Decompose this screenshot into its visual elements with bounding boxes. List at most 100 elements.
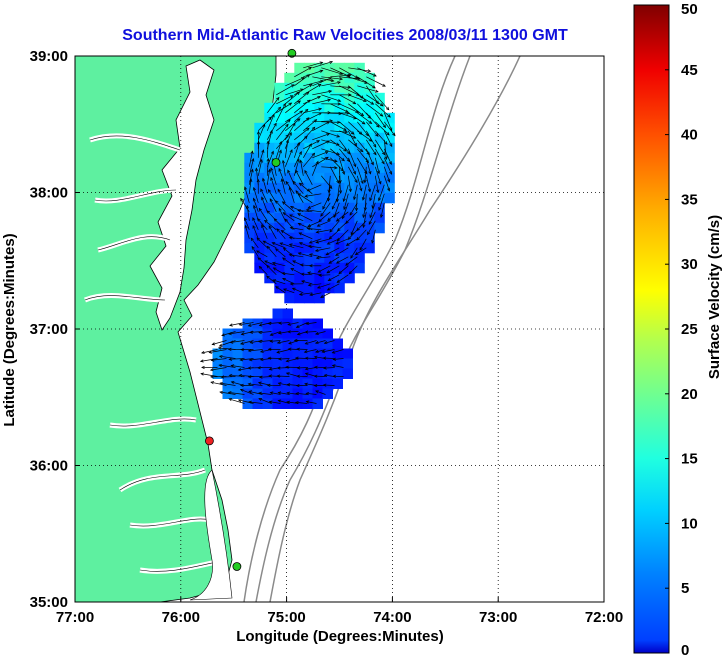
velocity-arrow <box>228 331 245 335</box>
velocity-cell <box>282 378 293 389</box>
velocity-cell <box>262 348 273 359</box>
velocity-cell <box>384 172 395 184</box>
velocity-arrow <box>347 130 357 147</box>
velocity-arrow <box>306 392 317 395</box>
velocity-cell <box>344 222 355 234</box>
velocity-arrow-head <box>238 322 243 327</box>
velocity-cell <box>364 202 375 214</box>
velocity-arrow <box>327 211 340 221</box>
velocity-arrow-head <box>281 271 286 276</box>
velocity-cell <box>274 262 285 274</box>
velocity-arrow <box>312 99 331 105</box>
velocity-arrow <box>257 149 264 167</box>
velocity-cell <box>374 152 385 164</box>
velocity-cell <box>322 368 333 379</box>
velocity-arrow <box>330 139 347 152</box>
velocity-arrow-head <box>289 282 294 286</box>
velocity-cell <box>232 348 243 359</box>
velocity-arrow-head <box>201 365 205 370</box>
velocity-cell <box>354 162 365 174</box>
velocity-arrow-head <box>337 81 341 85</box>
velocity-arrow <box>210 367 227 371</box>
velocity-arrow-head <box>373 151 377 156</box>
velocity-arrow <box>212 340 227 345</box>
velocity-arrow-head <box>311 152 316 157</box>
velocity-arrow <box>282 160 286 176</box>
station-markers <box>204 48 297 571</box>
velocity-arrow-head <box>285 180 289 185</box>
velocity-arrow <box>286 358 299 362</box>
velocity-cell <box>324 262 335 274</box>
velocity-arrow <box>219 391 236 395</box>
velocity-cell <box>322 348 333 359</box>
colorbar-tick-label: 10 <box>681 515 698 532</box>
velocity-arrow <box>368 211 376 225</box>
velocity-arrow-head <box>275 200 279 204</box>
river-outline-1 <box>94 189 177 202</box>
velocity-arrow <box>305 340 317 345</box>
velocity-arrow <box>276 119 291 132</box>
velocity-cell <box>364 102 375 114</box>
velocity-arrow <box>258 331 272 334</box>
velocity-arrow-head <box>256 178 260 183</box>
velocity-arrow-head <box>369 197 373 202</box>
velocity-arrow-head <box>356 237 360 241</box>
velocity-arrow <box>330 148 345 161</box>
velocity-cell <box>232 368 243 379</box>
velocity-arrow <box>272 242 286 249</box>
velocity-cell <box>312 348 323 359</box>
velocity-cell <box>364 82 375 94</box>
velocity-arrow-head <box>331 350 336 354</box>
velocity-arrow <box>278 392 290 395</box>
velocity-arrow-head <box>258 391 262 395</box>
velocity-cell <box>294 292 305 304</box>
velocity-cell <box>314 292 325 304</box>
velocity-arrow <box>269 198 277 212</box>
velocity-arrow-head <box>376 189 380 194</box>
velocity-cell <box>304 132 315 144</box>
velocity-arrow-head <box>368 221 372 225</box>
velocity-cell <box>314 122 325 134</box>
velocity-arrow-head <box>281 201 286 205</box>
velocity-arrow <box>307 184 322 192</box>
velocity-arrow-head <box>388 161 392 166</box>
velocity-cell <box>284 142 295 154</box>
velocity-cell <box>304 142 315 154</box>
velocity-arrow-head <box>328 90 333 94</box>
velocity-arrow <box>263 240 277 249</box>
velocity-arrow-head <box>378 207 382 211</box>
velocity-arrow-head <box>344 130 349 134</box>
velocity-arrow-head <box>298 150 302 155</box>
velocity-arrow-head <box>335 260 340 264</box>
velocity-arrow <box>356 229 367 241</box>
velocity-cell <box>334 232 345 244</box>
velocity-arrow-head <box>359 187 363 192</box>
velocity-arrow <box>296 322 308 328</box>
velocity-arrow <box>261 224 268 239</box>
velocity-arrow <box>303 152 315 168</box>
velocity-arrow <box>284 140 289 158</box>
velocity-arrow <box>330 121 347 131</box>
velocity-arrow-head <box>240 332 245 336</box>
velocity-arrow <box>317 265 331 273</box>
velocity-cell <box>344 162 355 174</box>
velocity-arrow-head <box>244 224 248 229</box>
velocity-arrow-head <box>327 217 331 221</box>
velocity-cell <box>294 192 305 204</box>
velocity-arrow-head <box>387 114 391 118</box>
velocity-arrow-head <box>271 113 275 118</box>
velocity-cell <box>292 338 303 349</box>
velocity-arrow <box>248 178 252 194</box>
velocity-arrow <box>356 166 364 184</box>
velocity-arrow-head <box>288 243 293 247</box>
velocity-arrow <box>297 213 313 222</box>
colorbar-tick-label: 5 <box>681 580 689 597</box>
velocity-arrow-head <box>305 91 310 95</box>
velocity-arrow-head <box>258 398 263 402</box>
velocity-arrow-head <box>276 374 281 378</box>
velocity-arrow <box>369 184 376 201</box>
velocity-arrow <box>278 322 290 324</box>
velocity-arrow-head <box>343 206 347 211</box>
velocity-cell <box>292 348 303 359</box>
velocity-cell <box>302 358 313 369</box>
